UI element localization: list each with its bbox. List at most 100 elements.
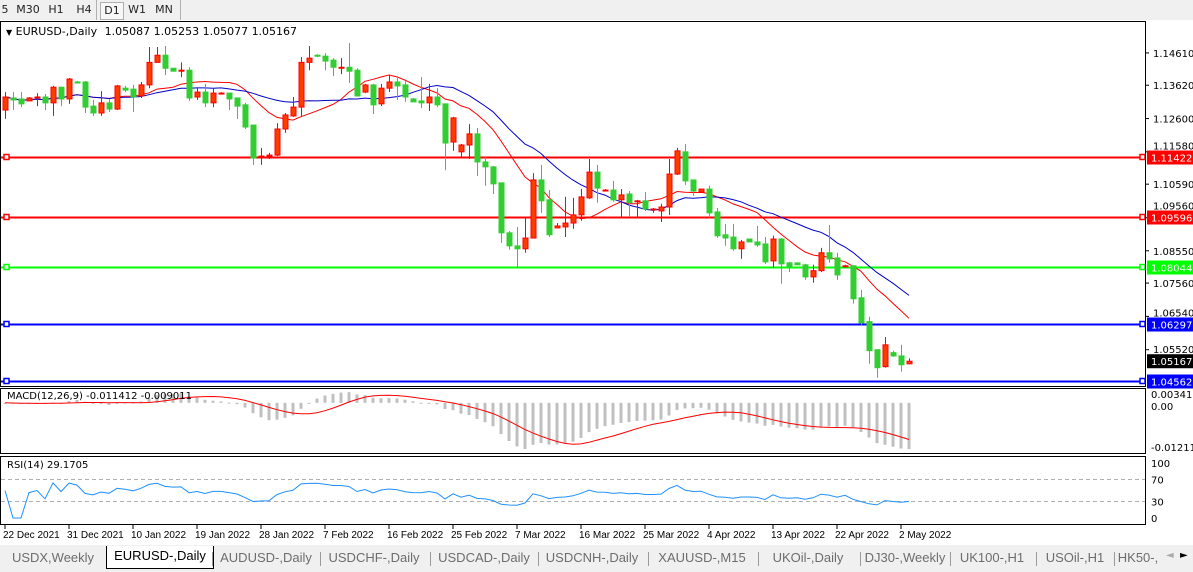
macd-histogram-bar: [907, 402, 911, 450]
timeframe-d1[interactable]: D1: [100, 2, 124, 20]
macd-histogram-bar: [643, 402, 647, 421]
price-line-badge: [1147, 317, 1193, 332]
candle: [138, 84, 145, 97]
rsi-axis-label: 0: [1151, 514, 1157, 525]
toolbar-separator: [96, 0, 97, 20]
candle: [642, 200, 649, 210]
macd-label: MACD(12,26,9) -0.011412 -0.009011: [7, 391, 192, 402]
timeframe-m30[interactable]: M30: [16, 3, 40, 16]
candle: [290, 106, 297, 117]
chart-tab[interactable]: EURUSD-,Daily: [106, 546, 214, 569]
candle: [834, 257, 841, 276]
line-anchor-handle[interactable]: [1139, 153, 1146, 161]
chart-tab[interactable]: DJ30-,Weekly: [864, 550, 946, 565]
candle: [818, 252, 825, 272]
candle: [786, 262, 793, 268]
chart-window[interactable]: 1.14610 1.13620 1.12600 1.11580 1.10590 1.095…: [0, 20, 1193, 545]
date-label: 28 Jan 2022: [259, 530, 314, 541]
macd-histogram-bar: [387, 398, 391, 403]
macd-histogram-bar: [835, 402, 839, 427]
macd-histogram-bar: [427, 402, 431, 404]
macd-histogram-bar: [235, 402, 239, 405]
timeframe-h4[interactable]: H4: [76, 3, 92, 16]
candle: [410, 98, 417, 103]
chart-tab[interactable]: USDCNH-,Daily: [545, 550, 639, 565]
macd-histogram-bar: [475, 402, 479, 419]
macd-histogram-bar: [779, 402, 783, 427]
chart-canvas[interactable]: 1.14610 1.13620 1.12600 1.11580 1.10590 1.095…: [0, 20, 1193, 545]
candle: [394, 81, 401, 87]
candle: [538, 179, 545, 202]
line-anchor-handle[interactable]: [1139, 320, 1146, 328]
price-line-badge: [1147, 260, 1193, 275]
macd-histogram-bar: [675, 402, 679, 410]
timeframe-mn[interactable]: MN: [155, 3, 173, 16]
candle: [714, 211, 721, 237]
candle: [610, 189, 617, 201]
macd-histogram-bar: [323, 395, 327, 403]
macd-histogram-bar: [307, 402, 311, 404]
candle: [754, 241, 761, 246]
chart-tab[interactable]: USDX,Weekly: [11, 550, 95, 565]
tab-separator: [758, 552, 759, 566]
chart-tab[interactable]: AUDUSD-,Daily: [220, 550, 312, 565]
macd-histogram-bar: [491, 402, 495, 427]
macd-histogram-bar: [443, 402, 447, 410]
line-anchor-handle[interactable]: [1139, 263, 1146, 271]
macd-histogram-bar: [499, 402, 503, 434]
candle: [698, 188, 705, 193]
chart-tab[interactable]: UKOil-,Daily: [772, 550, 844, 565]
price-tick-label: 1.06540: [1153, 309, 1193, 320]
macd-histogram-bar: [187, 395, 191, 403]
candle: [274, 128, 281, 156]
symbol-label: EURUSD-,Daily: [15, 25, 98, 38]
timeframe-w1[interactable]: W1: [128, 3, 146, 16]
tab-separator: [538, 552, 539, 566]
macd-histogram-bar: [555, 402, 559, 445]
tab-scroll-right-icon[interactable]: ►: [1180, 550, 1188, 561]
macd-histogram-bar: [467, 402, 471, 416]
chart-tab[interactable]: USOil-,H1: [1045, 550, 1105, 565]
price-tick-label: 1.05520: [1153, 345, 1193, 356]
price-line-label: 1.09596: [1151, 214, 1192, 225]
candle: [826, 252, 833, 260]
macd-histogram-bar: [579, 402, 583, 438]
macd-histogram-bar: [211, 400, 215, 403]
macd-histogram-bar: [411, 401, 415, 403]
candle: [386, 81, 393, 89]
chart-tab[interactable]: UK100-,H1: [959, 550, 1025, 565]
candle: [178, 69, 185, 72]
rsi-axis-label: 30: [1151, 498, 1164, 509]
candle: [106, 102, 113, 110]
tab-scroll-left-icon[interactable]: ◄: [1166, 550, 1174, 561]
line-anchor-handle[interactable]: [3, 213, 10, 221]
line-anchor-handle[interactable]: [3, 263, 10, 271]
toolbar-separator: [180, 0, 181, 20]
macd-histogram-bar: [787, 402, 791, 428]
timeframe-5[interactable]: 5: [1, 3, 9, 16]
line-anchor-handle[interactable]: [1139, 213, 1146, 221]
chart-tab[interactable]: HK50-,: [1117, 550, 1159, 565]
line-anchor-handle[interactable]: [3, 320, 10, 328]
date-label: 7 Mar 2022: [515, 530, 566, 541]
candle: [490, 166, 497, 185]
candle: [82, 81, 89, 108]
collapse-triangle-icon[interactable]: ▼: [6, 28, 13, 37]
line-anchor-handle[interactable]: [3, 377, 10, 385]
macd-histogram-bar: [683, 402, 687, 409]
chart-tab[interactable]: USDCAD-,Daily: [438, 550, 530, 565]
line-anchor-handle[interactable]: [3, 153, 10, 161]
line-anchor-handle[interactable]: [1139, 377, 1146, 385]
candle: [50, 86, 57, 104]
timeframe-h1[interactable]: H1: [48, 3, 64, 16]
candle: [706, 188, 713, 214]
chart-tab[interactable]: XAUUSD-,M15: [658, 550, 746, 565]
candle: [162, 54, 169, 69]
tab-separator: [430, 552, 431, 566]
tab-separator: [860, 552, 861, 566]
macd-axis-label: 0.00: [1151, 402, 1173, 413]
candle: [450, 117, 457, 143]
macd-histogram-bar: [795, 402, 799, 429]
chart-tab[interactable]: USDCHF-,Daily: [328, 550, 420, 565]
candle: [466, 133, 473, 146]
